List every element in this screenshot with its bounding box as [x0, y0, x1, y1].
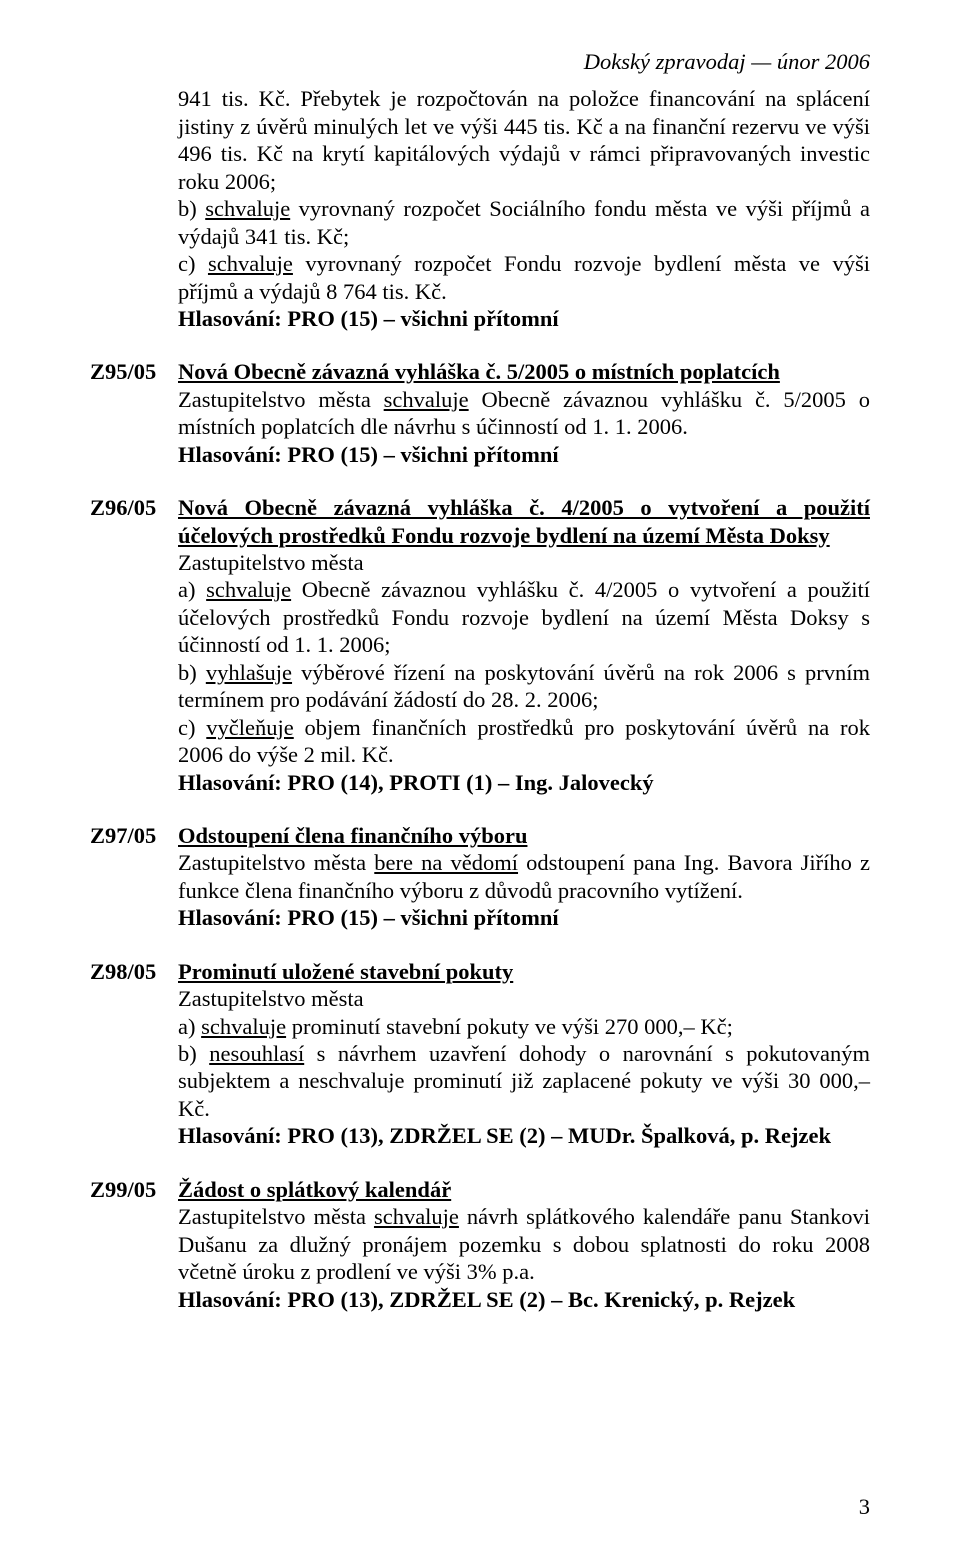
z98-a-action: schvaluje — [201, 1014, 286, 1039]
resolution-body: Odstoupení člena finančního výboru Zastu… — [178, 822, 870, 932]
z97-body: Zastupitelstvo města bere na vědomí odst… — [178, 850, 870, 902]
z96-a-action: schvaluje — [206, 577, 291, 602]
intro-b-prefix: b) — [178, 196, 205, 221]
z96-a: a) schvaluje Obecně závaznou vyhlášku č.… — [178, 577, 870, 657]
intro-line1: 941 tis. Kč. Přebytek je rozpočtován na … — [178, 85, 870, 195]
resolution-title: Prominutí uložené stavební pokuty — [178, 959, 513, 984]
resolution-id: Z95/05 — [90, 358, 178, 385]
z95-body-a: Zastupitelstvo města — [178, 387, 384, 412]
z99-vote: Hlasování: PRO (13), ZDRŽEL SE (2) – Bc.… — [178, 1287, 795, 1312]
resolution-z97: Z97/05 Odstoupení člena finančního výbor… — [90, 822, 870, 932]
z97-body-a: Zastupitelstvo města — [178, 850, 374, 875]
z95-body: Zastupitelstvo města schvaluje Obecně zá… — [178, 387, 870, 439]
resolution-id: Z97/05 — [90, 822, 178, 849]
z96-vote: Hlasování: PRO (14), PROTI (1) – Ing. Ja… — [178, 770, 654, 795]
z98-a-prefix: a) — [178, 1014, 201, 1039]
z98-b-action: nesouhlasí — [209, 1041, 304, 1066]
page-header: Dokský zpravodaj — únor 2006 — [90, 48, 870, 75]
z98-a: a) schvaluje prominutí stavební pokuty v… — [178, 1014, 733, 1039]
z96-b-prefix: b) — [178, 660, 206, 685]
z96-b: b) vyhlašuje výběrové řízení na poskytov… — [178, 660, 870, 712]
intro-b-action: schvaluje — [205, 196, 290, 221]
resolution-z99: Z99/05 Žádost o splátkový kalendář Zastu… — [90, 1176, 870, 1313]
page-number: 3 — [859, 1493, 870, 1520]
resolution-z95: Z95/05 Nová Obecně závazná vyhláška č. 5… — [90, 358, 870, 468]
resolution-body: Nová Obecně závazná vyhláška č. 5/2005 o… — [178, 358, 870, 468]
z98-b-prefix: b) — [178, 1041, 209, 1066]
resolution-title: Nová Obecně závazná vyhláška č. 5/2005 o… — [178, 359, 780, 384]
z99-body-a: Zastupitelstvo města — [178, 1204, 374, 1229]
intro-line2: b) schvaluje vyrovnaný rozpočet Sociální… — [178, 195, 870, 250]
intro-line3: c) schvaluje vyrovnaný rozpočet Fondu ro… — [178, 250, 870, 305]
resolution-id: Z99/05 — [90, 1176, 178, 1203]
intro-vote: Hlasování: PRO (15) – všichni přítomní — [178, 305, 870, 332]
resolution-title: Nová Obecně závazná vyhláška č. 4/2005 o… — [178, 495, 870, 547]
z99-body-action: schvaluje — [374, 1204, 459, 1229]
intro-block: 941 tis. Kč. Přebytek je rozpočtován na … — [178, 85, 870, 332]
resolution-id: Z98/05 — [90, 958, 178, 985]
z96-a-prefix: a) — [178, 577, 206, 602]
z96-c-action: vyčleňuje — [206, 715, 293, 740]
z97-vote: Hlasování: PRO (15) – všichni přítomní — [178, 905, 559, 930]
z98-lead: Zastupitelstvo města — [178, 986, 364, 1011]
z98-a-text: prominutí stavební pokuty ve výši 270 00… — [286, 1014, 733, 1039]
z96-c: c) vyčleňuje objem finančních prostředků… — [178, 715, 870, 767]
resolution-id: Z96/05 — [90, 494, 178, 521]
z99-body: Zastupitelstvo města schvaluje návrh spl… — [178, 1204, 870, 1284]
z96-lead: Zastupitelstvo města — [178, 550, 364, 575]
resolution-title: Odstoupení člena finančního výboru — [178, 823, 527, 848]
intro-c-action: schvaluje — [208, 251, 293, 276]
z98-vote: Hlasování: PRO (13), ZDRŽEL SE (2) – MUD… — [178, 1123, 831, 1148]
z96-c-prefix: c) — [178, 715, 206, 740]
resolution-body: Prominutí uložené stavební pokuty Zastup… — [178, 958, 870, 1150]
z97-body-action: bere na vědomí — [374, 850, 518, 875]
z98-b: b) nesouhlasí s návrhem uzavření dohody … — [178, 1041, 870, 1121]
resolution-body: Nová Obecně závazná vyhláška č. 4/2005 o… — [178, 494, 870, 796]
z95-body-action: schvaluje — [384, 387, 469, 412]
resolution-z96: Z96/05 Nová Obecně závazná vyhláška č. 4… — [90, 494, 870, 796]
document-page: Dokský zpravodaj — únor 2006 941 tis. Kč… — [0, 0, 960, 1548]
z96-b-action: vyhlašuje — [206, 660, 292, 685]
resolution-z98: Z98/05 Prominutí uložené stavební pokuty… — [90, 958, 870, 1150]
intro-c-prefix: c) — [178, 251, 208, 276]
resolution-title: Žádost o splátkový kalendář — [178, 1177, 451, 1202]
resolution-body: Žádost o splátkový kalendář Zastupitelst… — [178, 1176, 870, 1313]
z95-vote: Hlasování: PRO (15) – všichni přítomní — [178, 442, 559, 467]
